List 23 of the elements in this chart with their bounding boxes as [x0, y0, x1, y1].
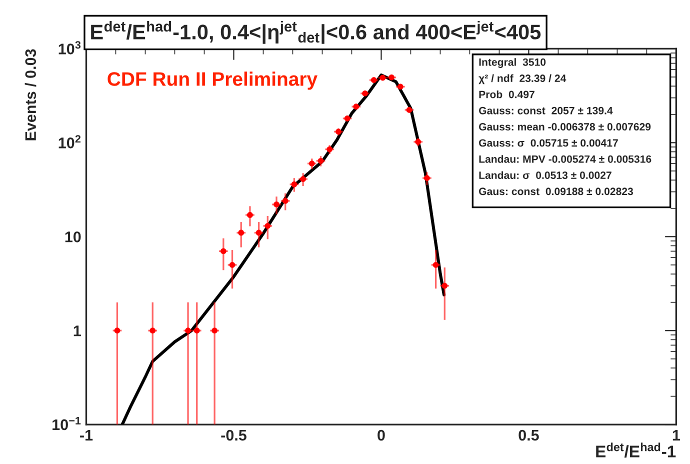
y-tick-label: 1: [74, 326, 81, 336]
x-tick-label: 1: [672, 430, 680, 440]
annotation: Gauss: const 2057 ± 139.4: [479, 106, 613, 114]
annotation: Gauss: mean -0.006378 ± 0.007629: [479, 123, 651, 131]
y-tick-label: 10: [65, 232, 81, 242]
y-tick-label: 10$^{3}$: [58, 41, 81, 54]
annotation: χ² / ndf 23.39 / 24: [478, 74, 566, 84]
annotation: CDF Run II Preliminary: [108, 72, 318, 90]
y-axis-title: Events / 0.03: [24, 49, 36, 140]
x-axis-title: E$^{det}$/E$^{had}$-1: [596, 442, 676, 458]
x-tick-label: 0.5: [518, 430, 539, 441]
chart-title: E$^{det}$/E$^{had}$-1.0, 0.4<|η$^{jet}$$_{det}$|<0.6 and 400<E$^{jet}$<405: [91, 20, 541, 44]
y-tick-label: 10$^{−1}$: [52, 416, 81, 430]
annotation: Gaus: const 0.09188 ± 0.02823: [479, 188, 634, 196]
annotation: Integral 3510: [479, 58, 546, 68]
x-tick-label: -0.5: [221, 430, 246, 441]
x-tick-label: 0: [378, 430, 385, 441]
annotation: Prob 0.497: [479, 90, 534, 98]
annotation: Landau: MPV -0.005274 ± 0.005316: [479, 155, 652, 163]
annotation: Gauss: σ 0.05715 ± 0.00417: [479, 139, 618, 147]
x-tick-label: -1: [80, 430, 93, 440]
y-tick-label: 10$^{2}$: [58, 135, 81, 148]
annotation: Landau: σ 0.0513 ± 0.0027: [479, 171, 612, 180]
